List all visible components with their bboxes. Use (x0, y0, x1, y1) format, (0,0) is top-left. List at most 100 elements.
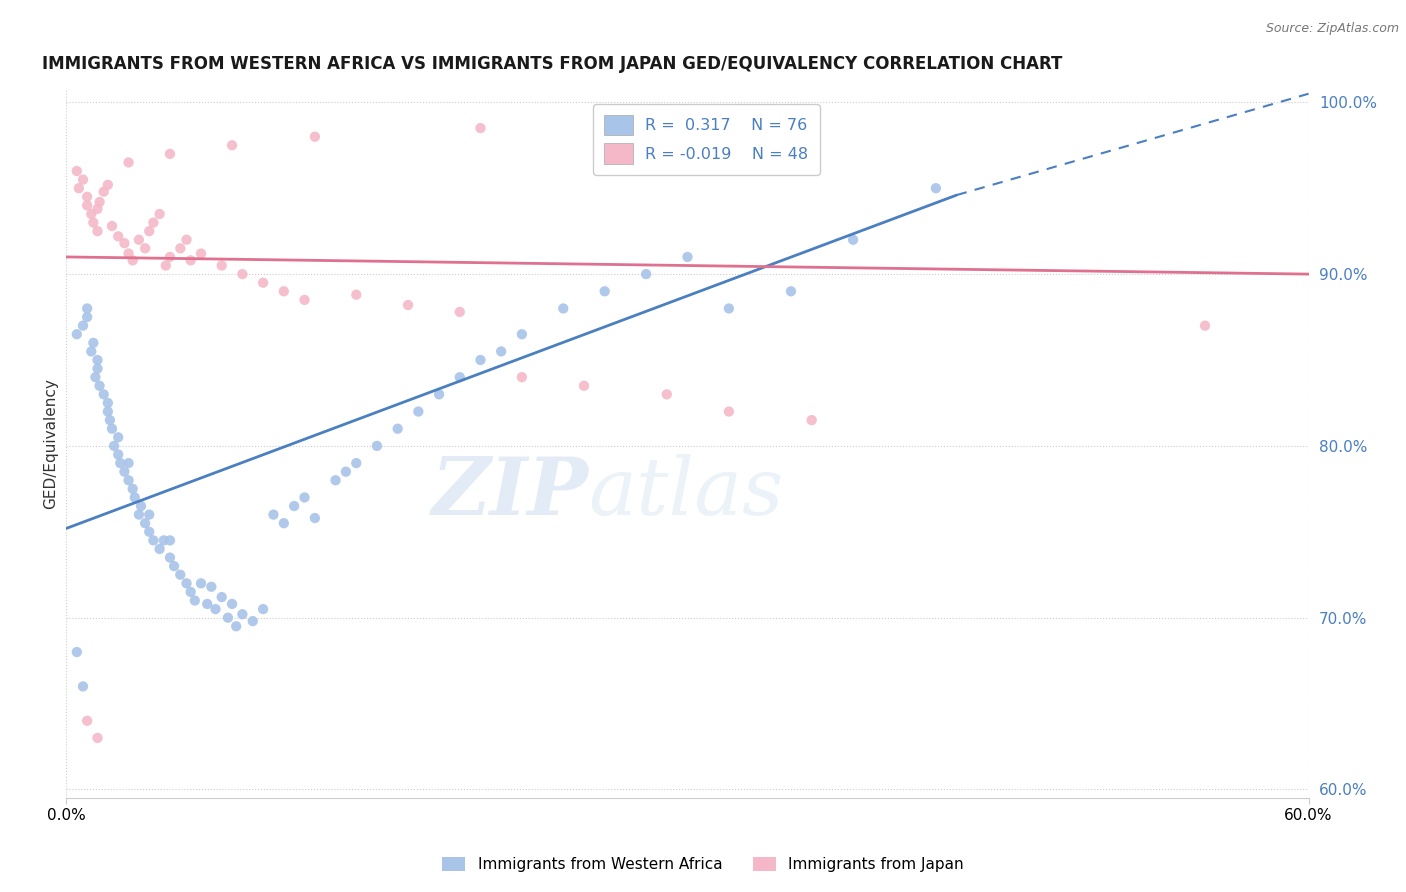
Point (176, 576, 198, 591)
Point (66, 164, 89, 178)
Point (149, 541, 172, 556)
Point (396, 298, 419, 312)
Point (344, 287, 367, 301)
Point (107, 448, 129, 462)
Point (217, 610, 239, 624)
Point (449, 305, 471, 319)
Point (221, 597, 243, 611)
Point (242, 614, 264, 628)
Point (76, 310, 98, 324)
Point (86, 353, 108, 368)
Point (89, 194, 111, 209)
Point (97, 404, 120, 418)
Point (138, 224, 160, 238)
Point (470, 353, 492, 368)
Point (128, 508, 150, 522)
Point (231, 267, 253, 281)
Point (470, 121, 492, 136)
Point (780, 285, 803, 299)
Point (184, 593, 207, 607)
Point (152, 533, 174, 548)
Point (262, 508, 284, 522)
Point (67, 181, 90, 195)
Point (273, 285, 295, 299)
Point (325, 473, 347, 487)
Point (225, 619, 247, 633)
Point (89, 378, 111, 392)
Point (163, 559, 186, 574)
Legend: R =  0.317    N = 76, R = -0.019    N = 48: R = 0.317 N = 76, R = -0.019 N = 48 (592, 103, 820, 175)
Point (427, 387, 450, 401)
Point (86, 731, 108, 745)
Point (76, 198, 98, 212)
Point (112, 236, 135, 251)
Point (510, 370, 533, 384)
Point (134, 516, 156, 531)
Point (76, 190, 98, 204)
Point (129, 499, 152, 513)
Point (366, 439, 388, 453)
Point (72, 680, 94, 694)
Point (408, 404, 430, 418)
Point (221, 138, 243, 153)
Point (489, 344, 512, 359)
Point (101, 422, 124, 436)
Point (66, 327, 89, 342)
Point (72, 318, 94, 333)
Point (121, 482, 143, 496)
Point (86, 202, 108, 216)
Point (1194, 318, 1216, 333)
Point (572, 378, 595, 392)
Point (925, 181, 948, 195)
Point (593, 285, 616, 299)
Point (101, 219, 124, 233)
Point (86, 361, 108, 376)
Point (86, 224, 108, 238)
Point (142, 533, 165, 548)
Point (553, 301, 575, 316)
Point (107, 229, 129, 244)
Point (121, 253, 143, 268)
Point (159, 146, 181, 161)
Point (304, 129, 326, 144)
Point (304, 511, 326, 525)
Point (124, 491, 146, 505)
Point (80, 344, 103, 359)
Point (112, 465, 135, 479)
Point (128, 233, 150, 247)
Point (180, 253, 202, 268)
Point (97, 396, 120, 410)
Point (717, 301, 740, 316)
Point (252, 602, 274, 616)
Text: atlas: atlas (588, 454, 783, 532)
Point (159, 550, 181, 565)
Point (195, 597, 218, 611)
Point (676, 250, 699, 264)
Point (93, 387, 115, 401)
Point (636, 267, 658, 281)
Point (93, 185, 115, 199)
Point (180, 585, 202, 599)
Point (149, 207, 172, 221)
Text: IMMIGRANTS FROM WESTERN AFRICA VS IMMIGRANTS FROM JAPAN GED/EQUIVALENCY CORRELAT: IMMIGRANTS FROM WESTERN AFRICA VS IMMIGR… (42, 55, 1062, 73)
Point (134, 241, 156, 255)
Point (169, 567, 191, 582)
Point (510, 327, 533, 342)
Point (273, 516, 295, 531)
Point (842, 233, 865, 247)
Point (138, 508, 160, 522)
Point (84, 370, 107, 384)
Point (176, 233, 198, 247)
Point (449, 370, 471, 384)
Point (142, 216, 165, 230)
Point (155, 259, 177, 273)
Point (211, 590, 233, 604)
Point (169, 241, 191, 255)
Point (107, 430, 129, 444)
Point (800, 413, 823, 427)
Point (190, 576, 212, 591)
Point (98, 413, 121, 427)
Point (76, 714, 98, 728)
Point (190, 246, 212, 260)
Point (387, 422, 409, 436)
